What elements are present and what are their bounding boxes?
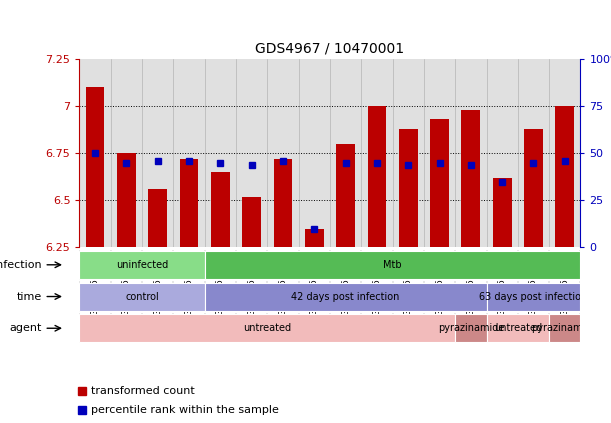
Bar bbox=[518, 59, 549, 247]
Text: infection: infection bbox=[0, 260, 42, 270]
Bar bbox=[455, 59, 486, 247]
Text: agent: agent bbox=[10, 323, 42, 333]
Text: control: control bbox=[125, 291, 159, 302]
Bar bbox=[393, 59, 424, 247]
Bar bbox=[274, 159, 292, 247]
Bar bbox=[455, 314, 486, 342]
Bar bbox=[555, 106, 574, 247]
Bar bbox=[211, 172, 230, 247]
Bar bbox=[79, 314, 455, 342]
Text: untreated: untreated bbox=[494, 323, 542, 333]
Text: pyrazinamide: pyrazinamide bbox=[532, 323, 598, 333]
Text: 42 days post infection: 42 days post infection bbox=[291, 291, 400, 302]
Text: 63 days post infection: 63 days post infection bbox=[480, 291, 588, 302]
Title: GDS4967 / 10470001: GDS4967 / 10470001 bbox=[255, 41, 404, 55]
Text: transformed count: transformed count bbox=[92, 386, 195, 396]
Bar bbox=[330, 59, 361, 247]
Bar bbox=[549, 314, 580, 342]
Bar bbox=[205, 59, 236, 247]
Bar bbox=[205, 283, 486, 310]
Bar bbox=[524, 129, 543, 247]
Bar bbox=[174, 59, 205, 247]
Bar bbox=[492, 178, 511, 247]
Bar bbox=[142, 59, 174, 247]
Bar bbox=[549, 59, 580, 247]
Text: untreated: untreated bbox=[243, 323, 291, 333]
Bar bbox=[430, 119, 449, 247]
Bar bbox=[399, 129, 418, 247]
Bar bbox=[242, 197, 261, 247]
Bar bbox=[111, 59, 142, 247]
Bar bbox=[424, 59, 455, 247]
Text: percentile rank within the sample: percentile rank within the sample bbox=[92, 405, 279, 415]
Bar bbox=[299, 59, 330, 247]
Bar bbox=[367, 106, 386, 247]
Text: Mtb: Mtb bbox=[383, 260, 402, 270]
Bar bbox=[486, 59, 518, 247]
Bar bbox=[86, 88, 104, 247]
Bar bbox=[180, 159, 199, 247]
Bar bbox=[486, 314, 549, 342]
Bar bbox=[486, 283, 580, 310]
Bar bbox=[79, 59, 111, 247]
Bar bbox=[305, 229, 324, 247]
Text: uninfected: uninfected bbox=[116, 260, 168, 270]
Bar bbox=[268, 59, 299, 247]
Bar bbox=[461, 110, 480, 247]
Bar bbox=[361, 59, 392, 247]
Text: pyrazinamide: pyrazinamide bbox=[437, 323, 504, 333]
Bar bbox=[336, 144, 355, 247]
Bar bbox=[236, 59, 267, 247]
Bar bbox=[148, 189, 167, 247]
Text: time: time bbox=[16, 291, 42, 302]
Bar bbox=[79, 251, 205, 279]
Bar bbox=[79, 283, 205, 310]
Bar bbox=[205, 251, 580, 279]
Bar bbox=[117, 154, 136, 247]
